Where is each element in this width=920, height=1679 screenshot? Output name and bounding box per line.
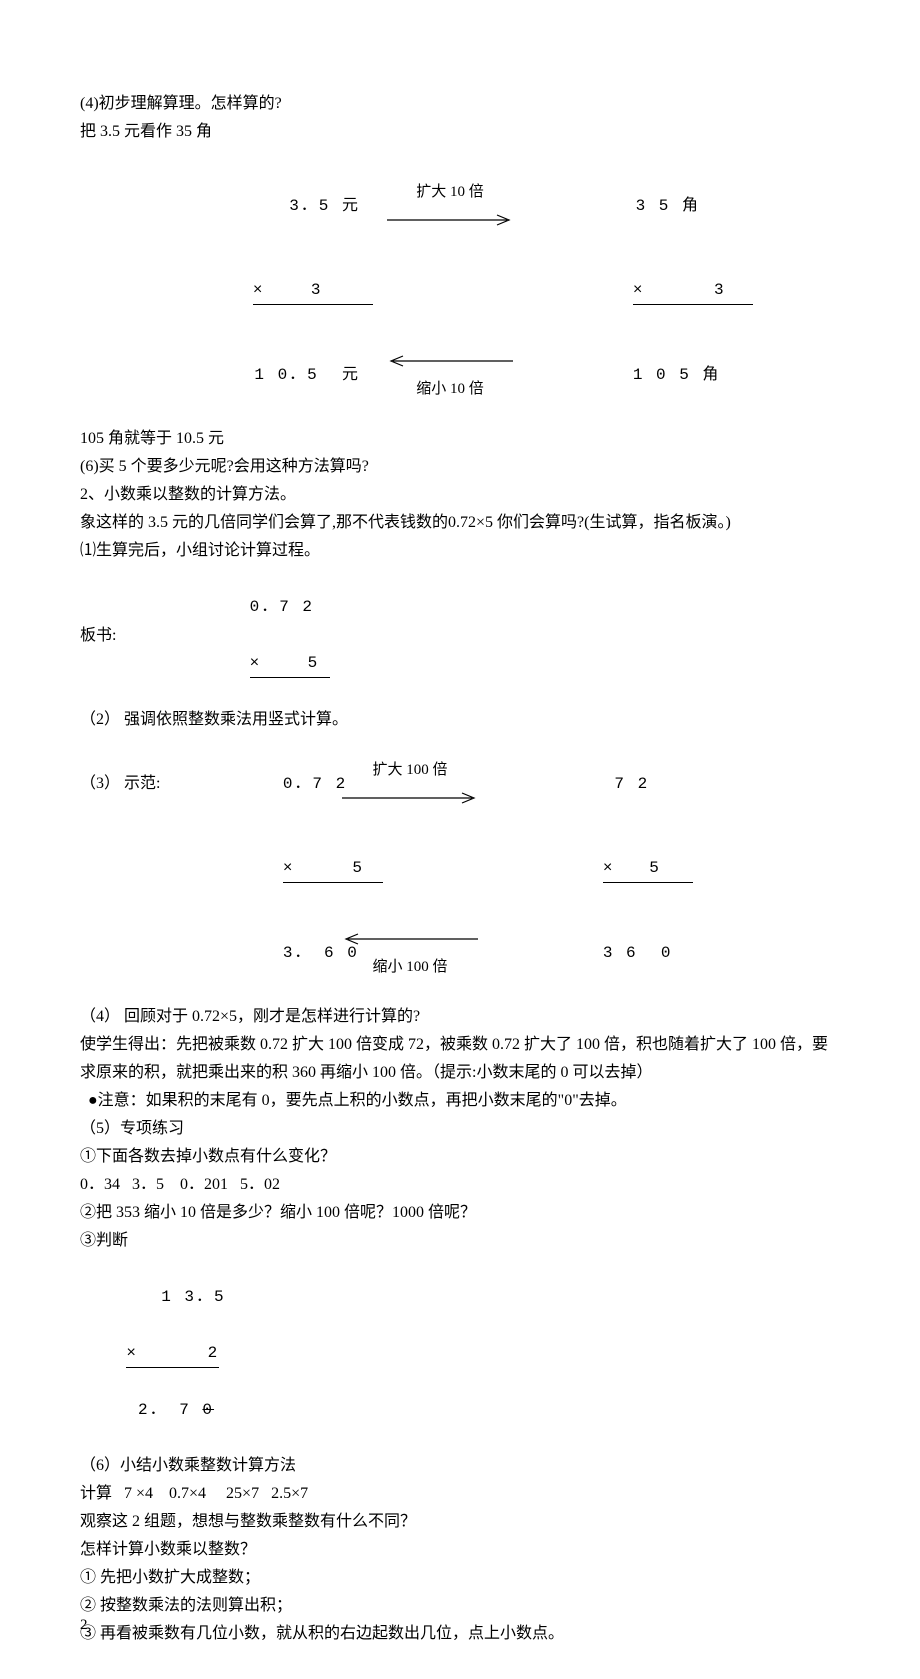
calc1-left-res: 1 0．5 元: [254, 366, 360, 384]
para-20: ③判断: [80, 1227, 840, 1255]
calc1-arrow-bot-label: 缩小 10 倍: [416, 381, 484, 397]
calc3-arrow-bot-label: 缩小 100 倍: [372, 959, 447, 975]
para-16: （5）专项练习: [80, 1115, 840, 1143]
board-label: 板书:: [80, 622, 150, 650]
para-8: 象这样的 3.5 元的几倍同学们会算了,那不代表钱数的0.72×5 你们会算吗?…: [80, 509, 840, 537]
calc1-right-res: 1 0 5 角: [633, 366, 721, 384]
para-7: 2、小数乘以整数的计算方法。: [80, 481, 840, 509]
para-9: ⑴生算完后，小组讨论计算过程。: [80, 537, 840, 565]
calc-block-4: 1 3．5 × 2 2． 7 0: [80, 1255, 226, 1452]
para-26: ② 按整数乘法的法则算出积；: [80, 1592, 840, 1620]
para-25: ① 先把小数扩大成整数；: [80, 1564, 840, 1592]
calc1-arrow-top-label: 扩大 10 倍: [416, 184, 484, 200]
arrow-right-icon: [340, 791, 480, 805]
para-13: （4） 回顾对于 0.72×5，刚才是怎样进行计算的?: [80, 1003, 840, 1031]
para-15: ●注意：如果积的末尾有 0，要先点上积的小数点，再把小数末尾的"0"去掉。: [80, 1087, 840, 1115]
demo-label: （3） 示范:: [80, 770, 190, 798]
para-11: （2） 强调依照整数乘法用竖式计算。: [80, 706, 840, 734]
document-page: (4)初步理解算理。怎样算的? 把 3.5 元看作 35 角 3．5 元 扩大 …: [0, 0, 920, 1678]
para-27: ③ 再看被乘数有几位小数，就从积的右边起数出几位，点上小数点。: [80, 1620, 840, 1648]
para-18: 0．34 3．5 0．201 5．02: [80, 1171, 840, 1199]
calc2-l1: 0．7 2: [250, 598, 314, 616]
calc-block-2: 板书: 0．7 2 × 5: [80, 565, 840, 706]
calc4-l1: 1 3．5: [126, 1288, 225, 1306]
para-24: 怎样计算小数乘以整数？: [80, 1536, 840, 1564]
calc3-left-mul: × 5: [283, 854, 383, 883]
arrow-left-icon: [340, 932, 480, 946]
para-4-sub: 把 3.5 元看作 35 角: [80, 118, 840, 146]
para-19: ②把 353 缩小 10 倍是多少？缩小 100 倍呢？1000 倍呢？: [80, 1199, 840, 1227]
calc3-right-res: 3 6 0: [603, 944, 673, 962]
calc1-left-mul: × 3: [253, 276, 373, 305]
calc1-right-top: 3 5 角: [636, 197, 700, 215]
para-6: (6)买 5 个要多少元呢?会用这种方法算吗?: [80, 453, 840, 481]
para-17: ①下面各数去掉小数点有什么变化？: [80, 1143, 840, 1171]
para-22: 计算 7 ×4 0.7×4 25×7 2.5×7: [80, 1480, 840, 1508]
para-4-title: (4)初步理解算理。怎样算的?: [80, 90, 840, 118]
calc-block-1: 3．5 元 扩大 10 倍 3 5 角 × 3 × 3: [80, 164, 840, 417]
calc-block-3: （3） 示范: 0．7 2 扩大 100 倍 7 2 × 5: [80, 742, 840, 995]
para-5: 105 角就等于 10.5 元: [80, 425, 840, 453]
para-21: （6）小结小数乘整数计算方法: [80, 1452, 840, 1480]
calc3-arrow-top-label: 扩大 100 倍: [372, 762, 447, 778]
calc4-l3b-struck: 0: [202, 1401, 214, 1419]
calc1-left-top: 3．5 元: [289, 197, 360, 215]
para-14: 使学生得出：先把被乘数 0.72 扩大 100 倍变成 72，被乘数 0.72 …: [80, 1031, 840, 1087]
calc1-right-mul: × 3: [633, 276, 753, 305]
calc4-l3a: 2． 7: [126, 1401, 202, 1419]
page-number: 2: [80, 1612, 88, 1638]
calc2-l2: × 5: [250, 649, 330, 678]
arrow-right-icon: [385, 213, 515, 227]
para-23: 观察这 2 组题，想想与整数乘整数有什么不同？: [80, 1508, 840, 1536]
calc3-right-mul: × 5: [603, 854, 693, 883]
calc3-right-top: 7 2: [603, 775, 649, 793]
calc4-l2: × 2: [126, 1339, 219, 1368]
arrow-left-icon: [385, 354, 515, 368]
